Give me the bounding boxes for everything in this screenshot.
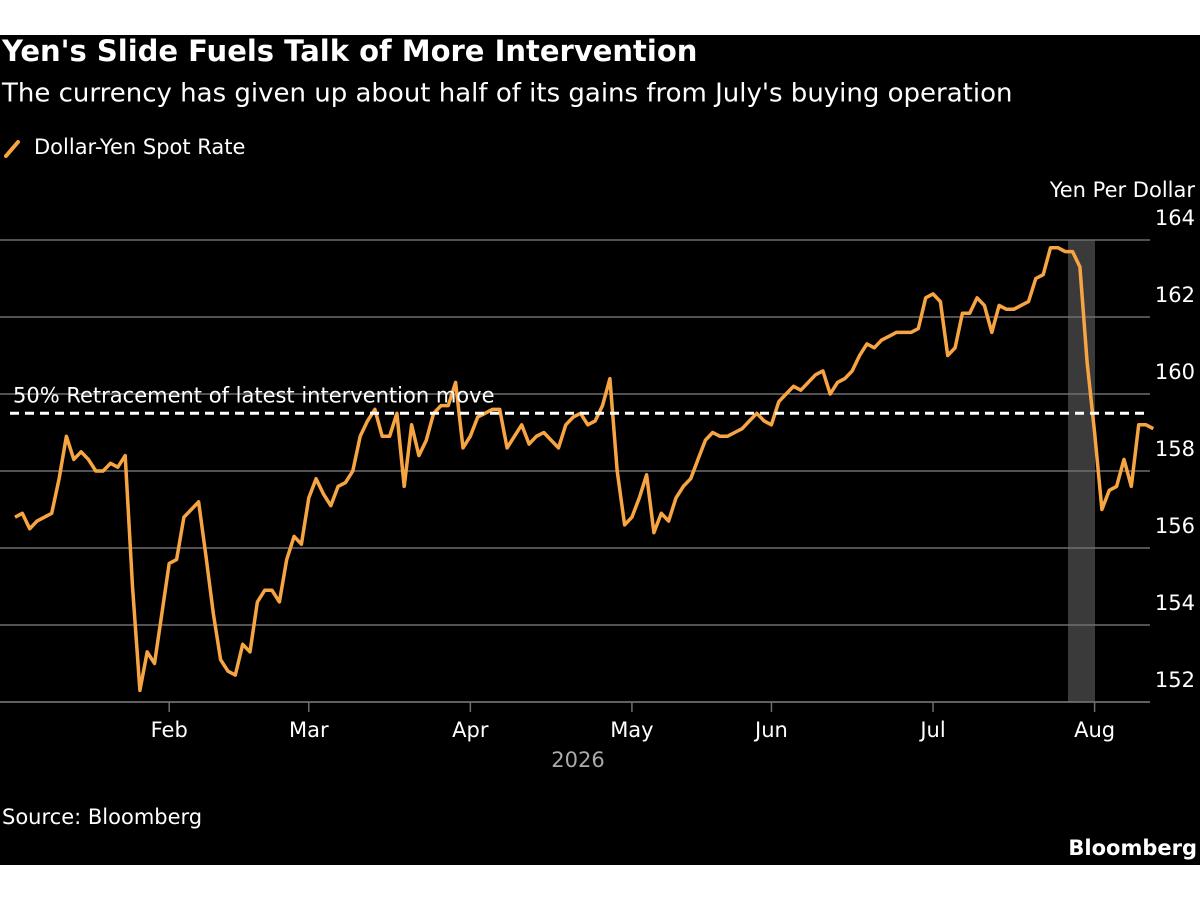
x-axis-label: 2026 (551, 748, 604, 772)
chart-title: Yen's Slide Fuels Talk of More Intervent… (1, 34, 697, 68)
y-tick-label: 164 (1155, 206, 1195, 230)
y-axis-label: Yen Per Dollar (1049, 178, 1196, 202)
x-tick-label: Mar (289, 718, 329, 742)
source: Source: Bloomberg (2, 805, 202, 829)
legend-label: Dollar-Yen Spot Rate (34, 135, 245, 159)
x-tick-label: Apr (452, 718, 489, 742)
y-tick-label: 160 (1155, 360, 1195, 384)
x-tick-label: Jun (753, 718, 788, 742)
x-tick-label: Feb (151, 718, 188, 742)
background (0, 35, 1200, 865)
x-tick-label: May (610, 718, 653, 742)
y-tick-label: 152 (1155, 668, 1195, 692)
legend-icon (4, 140, 20, 158)
reference-label: 50% Retracement of latest intervention m… (13, 383, 494, 407)
y-tick-label: 158 (1155, 437, 1195, 461)
y-tick-label: 156 (1155, 514, 1195, 538)
x-tick-label: Aug (1074, 718, 1115, 742)
x-tick-label: Jul (918, 718, 945, 742)
chart-subtitle: The currency has given up about half of … (1, 79, 1012, 109)
y-tick-label: 154 (1155, 591, 1195, 615)
y-tick-label: 162 (1155, 283, 1195, 307)
brand: Bloomberg (1068, 836, 1197, 860)
series-line (14, 245, 1155, 693)
